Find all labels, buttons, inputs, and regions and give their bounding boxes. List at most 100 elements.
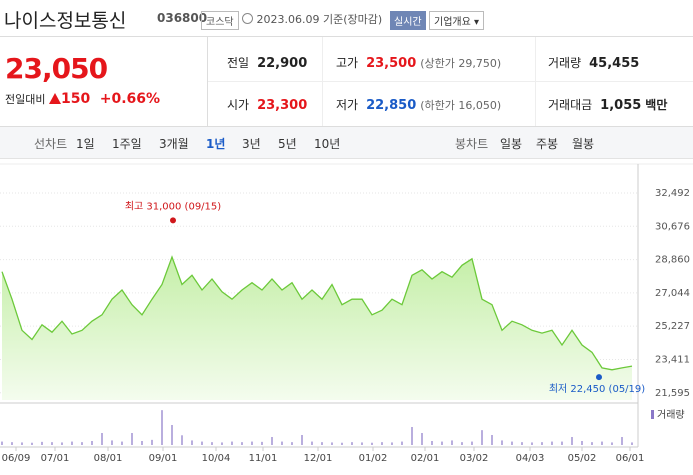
date-text: 2023.06.09 기준(장마감): [256, 13, 383, 26]
stat-label: 시가: [227, 98, 250, 112]
volume-bar: [221, 442, 223, 445]
stat-value: 1,055: [600, 98, 642, 113]
x-tick-label: 12/01: [304, 453, 333, 464]
volume-bar: [21, 442, 23, 445]
volume-bar: [411, 427, 413, 445]
candle-tab[interactable]: 월봉: [572, 137, 595, 151]
x-tick-label: 10/04: [202, 453, 231, 464]
stat: 저가 22,850 (하한가 16,050): [336, 96, 501, 113]
volume-bar: [381, 442, 383, 445]
volume-bar: [211, 442, 213, 445]
candle-chart-label: 봉차트: [455, 137, 489, 151]
company-info-text: 기업개요: [434, 17, 471, 28]
legend-swatch: [651, 410, 654, 419]
volume-bar: [321, 442, 323, 445]
stat-value: 45,455: [589, 56, 640, 71]
volume-bar: [531, 442, 533, 445]
volume-bar: [81, 442, 83, 445]
volume-bar: [181, 435, 183, 445]
price-area: [2, 257, 632, 400]
period-tab[interactable]: 3개월: [159, 137, 189, 151]
y-tick-label: 28,860: [655, 255, 690, 266]
volume-bar: [581, 441, 583, 445]
volume-bar: [101, 433, 103, 445]
candle-tab[interactable]: 일봉: [500, 137, 523, 151]
period-tab[interactable]: 10년: [314, 137, 341, 151]
volume-bar: [591, 442, 593, 445]
volume-bar: [111, 440, 113, 445]
y-tick-label: 27,044: [655, 288, 690, 299]
change-value: 150: [60, 91, 91, 107]
y-tick-label: 25,227: [655, 321, 690, 332]
volume-bar: [61, 442, 63, 445]
stat-value: 22,850: [366, 98, 417, 113]
volume-bar: [291, 442, 293, 445]
volume-bar: [71, 441, 73, 445]
realtime-button[interactable]: 실시간: [390, 11, 426, 30]
volume-bar: [261, 441, 263, 445]
stat-unit: 백만: [645, 98, 668, 112]
volume-bar: [301, 435, 303, 445]
header: [0, 0, 693, 37]
volume-bar: [431, 441, 433, 445]
volume-bar: [251, 441, 253, 445]
x-tick-label: 01/02: [359, 453, 388, 464]
clock-icon: [242, 13, 253, 24]
price-line: [1, 255, 633, 371]
volume-bar: [41, 441, 43, 445]
volume-bar: [241, 442, 243, 445]
x-tick-label: 06/01: [616, 453, 645, 464]
candle-tab[interactable]: 주봉: [536, 137, 559, 151]
chart: 21,595 23,411 25,227 27,044 28,860 30,676 32,4…: [0, 163, 693, 464]
volume-bar: [91, 441, 93, 445]
volume-bar: [121, 441, 123, 445]
volume-bar: [421, 433, 423, 445]
volume-bar: [351, 442, 353, 445]
volume-bar: [151, 439, 153, 445]
volume-bar: [201, 441, 203, 445]
volume-bar: [331, 442, 333, 445]
volume-bar: [551, 441, 553, 445]
volume-bar: [371, 442, 373, 445]
period-tab[interactable]: 1년: [206, 137, 226, 151]
volume-bar: [311, 441, 313, 445]
y-tick-label: 32,492: [655, 188, 690, 199]
period-tab[interactable]: 1일: [76, 137, 95, 151]
company-info-button[interactable]: 기업개요 ▾: [429, 11, 485, 30]
stat-extra: (하한가 16,050): [420, 99, 502, 112]
x-tick-label: 09/01: [149, 453, 178, 464]
volume-bar: [491, 435, 493, 445]
period-tab[interactable]: 1주일: [112, 137, 142, 151]
legend-label: 거래량: [657, 409, 685, 421]
volume-bar: [511, 441, 513, 445]
y-tick-label: 23,411: [655, 354, 690, 365]
period-tab[interactable]: 3년: [242, 137, 261, 151]
stat-label: 저가: [336, 98, 359, 112]
date: 2023.06.09 기준(장마감): [242, 11, 382, 27]
period-tab[interactable]: 5년: [278, 137, 297, 151]
stat: 전일 22,900: [227, 54, 307, 71]
up-arrow: [48, 93, 61, 104]
volume-bar: [11, 442, 13, 445]
change-label: 전일대비: [5, 93, 46, 106]
volume-bar: [621, 437, 623, 445]
x-tick-label: 11/01: [249, 453, 278, 464]
volume-bar: [401, 441, 403, 445]
current-price: 23,050: [5, 52, 108, 85]
volume-bar: [31, 442, 33, 445]
annotation-label: 최고 31,000 (09/15): [125, 200, 221, 212]
volume-bar: [341, 442, 343, 445]
x-tick-label: 02/01: [411, 453, 440, 464]
volume-bar: [141, 441, 143, 445]
change-row: 전일대비 150 +0.66%: [5, 91, 160, 107]
volume-bar: [601, 441, 603, 445]
volume-bar: [391, 442, 393, 445]
volume-bar: [1, 441, 3, 445]
stat-label: 고가: [336, 56, 359, 70]
stat: 거래대금 1,055 백만: [548, 96, 667, 113]
volume-bar: [561, 441, 563, 445]
divider: [207, 37, 208, 126]
divider: [208, 81, 693, 82]
market-badge: 코스닥: [201, 11, 239, 30]
stat-value: 23,500: [366, 56, 417, 71]
